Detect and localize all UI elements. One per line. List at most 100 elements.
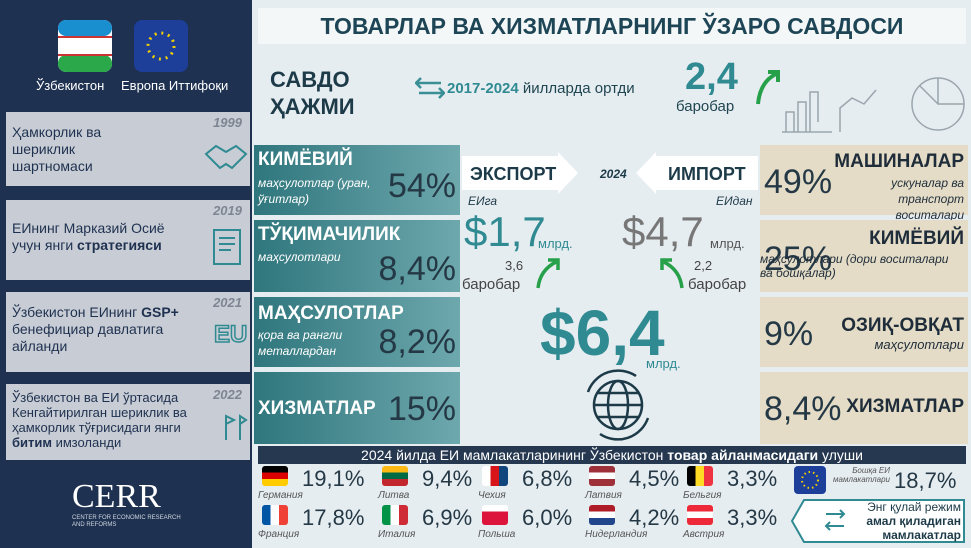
country-name: Бошқа ЕИ мамлакатлари <box>833 466 890 484</box>
event-text: Ўзбекистон ЕИнинг <box>12 304 138 320</box>
country-name: Германия <box>258 490 303 501</box>
export-item: ТЎҚИМАЧИЛИК маҳсулотлари 8,4% <box>254 220 460 292</box>
volume-text: 2017-2024 йилларда ортди <box>447 80 635 97</box>
import-value: $4,7 <box>622 208 704 255</box>
partners-heading: 2024 йилда ЕИ мамлакатларининг Ўзбекисто… <box>258 446 966 464</box>
export-growth: 3,6 <box>505 258 524 273</box>
export-label: ЭКСПОРТ <box>470 164 557 184</box>
volume-value: 2,4 <box>685 56 738 98</box>
arrow-export <box>462 152 578 194</box>
event-text: Ўзбекистон ва ЕИ ўртасида Кенгайтирилган… <box>12 390 187 435</box>
import-item: 9% ОЗИҚ-ОВҚАТ маҳсулотлари <box>760 297 968 367</box>
period: 2017-2024 <box>447 80 519 97</box>
country-name: Польша <box>478 529 516 540</box>
export-item: КИМЁВИЙ маҳсулотлар (уран, ўғитлар) 54% <box>254 145 460 215</box>
export-subtitle: маҳсулотлар (уран, ўғитлар) <box>258 176 371 206</box>
country-name: Литва <box>378 490 410 501</box>
country-share: 19,1% <box>302 466 365 491</box>
event: Ўзбекистон ва ЕИ ўртасида Кенгайтирилган… <box>12 390 212 450</box>
country-share: 6,8% <box>522 466 573 491</box>
import-label: ИМПОРТ <box>668 164 746 184</box>
export-unit: млрд. <box>538 236 573 251</box>
timeline-item: 2021 Ўзбекистон ЕИнинг GSP+ бенефициар д… <box>6 292 250 372</box>
icon-eu: EU <box>213 320 248 346</box>
flag-eu <box>794 466 826 494</box>
country-share: 6,9% <box>422 505 473 530</box>
country-label: Ўзбекистон <box>36 78 105 93</box>
event-text: бенефициар давлатига айланди <box>12 321 164 354</box>
event-text: Ҳамкорлик ва шериклик шартномаси <box>12 124 102 174</box>
event: ЕИнинг Марказий Осиё учун янги стратегия… <box>12 220 182 254</box>
export-title: КИМЁВИЙ <box>258 149 353 170</box>
title: ТОВАРЛАР ВА ХИЗМАТЛАРНИНГ ЎЗАРО САВДОСИ <box>258 8 966 44</box>
flag <box>687 466 713 486</box>
note-line: амал қиладиган мамлакатлар <box>866 514 961 542</box>
country-name: Нидерландия <box>585 529 648 540</box>
export-subtitle: маҳсулотлари <box>258 250 341 264</box>
import-from: ЕИдан <box>716 194 753 208</box>
country-name: Чехия <box>478 490 506 501</box>
import-unit: млрд. <box>710 236 745 251</box>
icon-up-arrow <box>536 258 560 289</box>
total-unit: млрд. <box>646 356 681 371</box>
year: 1999 <box>213 115 242 130</box>
import-title: МАШИНАЛАР <box>834 151 964 172</box>
total-value: $6,4 <box>540 297 665 369</box>
export-subtitle: қора ва рангли металлардан <box>258 328 343 358</box>
country-label: Европа Иттифоқи <box>121 78 229 93</box>
year: 2022 <box>213 387 242 402</box>
icon-exchange <box>415 77 445 99</box>
arrow-import <box>636 152 758 194</box>
volume-label: САВДО ҲАЖМИ <box>270 67 355 119</box>
country-share: 3,3% <box>727 466 778 491</box>
note-box <box>790 499 965 543</box>
country-name: Италия <box>378 529 416 540</box>
country-share: 17,8% <box>302 505 365 530</box>
note-line: Энг қулай режим <box>867 500 961 514</box>
import-item: 49% МАШИНАЛАР ускуналар ва транспорт вос… <box>760 145 968 222</box>
flag <box>382 466 408 486</box>
flag <box>589 466 615 486</box>
country-name: Бельгия <box>683 490 722 501</box>
import-share: 25% <box>764 240 833 278</box>
import-title: ОЗИҚ-ОВҚАТ <box>841 315 964 336</box>
text: йилларда ортди <box>522 80 635 97</box>
heading-text: улуши <box>822 447 863 463</box>
import-title: ХИЗМАТЛАР <box>846 396 964 417</box>
import-growth: 2,2 <box>694 258 713 273</box>
icon-globe <box>586 369 650 441</box>
country-name: Франция <box>258 529 300 540</box>
import-share: 49% <box>764 163 833 201</box>
flag <box>482 505 508 525</box>
export-growth-unit: баробар <box>462 276 521 293</box>
export-share: 8,2% <box>378 323 457 361</box>
country-share: 4,5% <box>629 466 680 491</box>
year: 2019 <box>213 203 242 218</box>
export-title: МАҲСУЛОТЛАР <box>258 303 404 324</box>
event-bold: битим <box>12 435 52 450</box>
event-bold: GSP+ <box>141 304 179 320</box>
timeline-item: 1999 Ҳамкорлик ва шериклик шартномаси <box>6 112 250 186</box>
export-share: 8,4% <box>378 250 457 288</box>
flag <box>687 505 713 525</box>
flag <box>382 505 408 525</box>
import-growth-unit: баробар <box>688 276 747 293</box>
import-item: 8,4% ХИЗМАТЛАР <box>760 372 968 444</box>
icon-charts <box>782 77 965 133</box>
flag-uzbekistan <box>58 20 112 72</box>
icon-flags <box>225 414 248 440</box>
event: Ҳамкорлик ва шериклик шартномаси <box>12 124 142 175</box>
icon-handshake <box>204 144 248 170</box>
event: Ўзбекистон ЕИнинг GSP+ бенефициар давлат… <box>12 304 192 355</box>
flag <box>589 505 615 525</box>
import-share: 9% <box>764 315 814 353</box>
heading-bold: товар айланмасидаги <box>667 447 819 463</box>
export-share: 15% <box>387 390 456 428</box>
import-title: КИМЁВИЙ <box>869 228 964 249</box>
export-to: ЕИга <box>468 194 498 208</box>
country-share: 6,0% <box>522 505 573 530</box>
sidebar: Ўзбекистон Европа Иттифоқи 1999 Ҳамкорли… <box>0 0 252 548</box>
